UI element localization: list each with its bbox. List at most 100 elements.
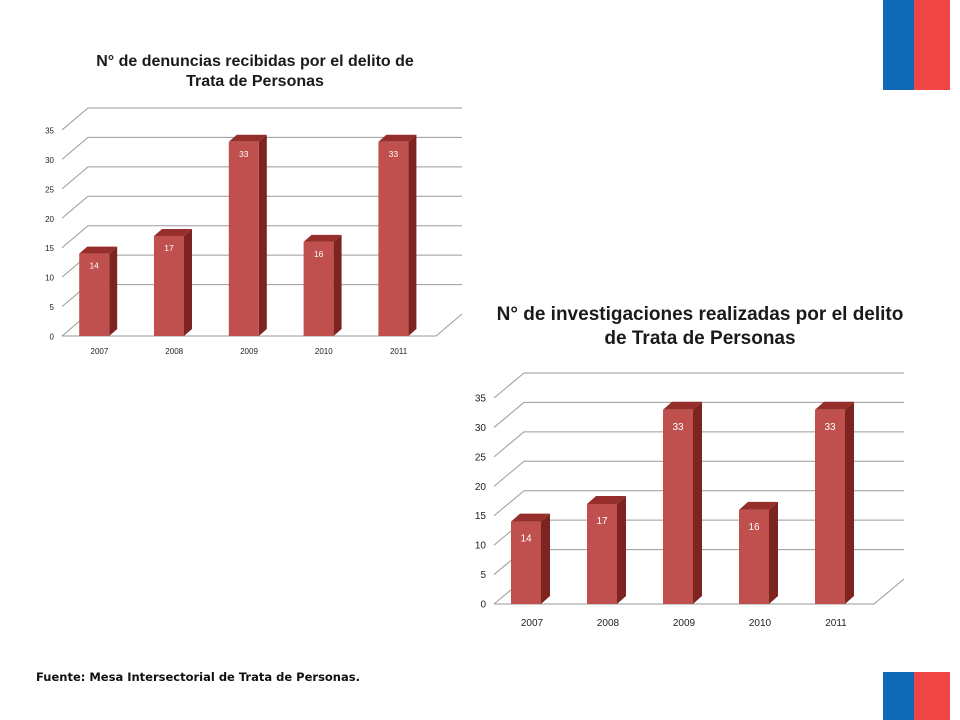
data-label: 14 (89, 261, 99, 271)
flag-logo-top (883, 0, 950, 90)
gridline (493, 401, 904, 428)
gridline (61, 136, 462, 160)
bar-side (693, 401, 702, 604)
bar-top (228, 134, 267, 142)
x-tick-label: 2010 (315, 347, 333, 356)
x-tick-label: 2009 (673, 618, 696, 629)
gridline (61, 107, 462, 131)
bar (378, 134, 417, 336)
y-tick-label: 0 (50, 333, 55, 342)
y-tick-label: 20 (475, 482, 487, 493)
bar-side (184, 228, 192, 336)
chart-denuncias: 0 5 10 15 20 25 30 35 14 2007 17 2008 33 2009 16 2010 33… (45, 107, 463, 356)
bar (511, 513, 550, 604)
x-tick-label: 2008 (165, 347, 183, 356)
bar (587, 495, 626, 604)
data-label: 17 (164, 243, 174, 253)
y-tick-label: 25 (475, 452, 487, 463)
y-tick-label: 10 (475, 541, 487, 552)
x-tick-label: 2011 (390, 347, 408, 356)
data-label: 33 (389, 149, 399, 159)
gridline (61, 225, 462, 249)
x-tick-label: 2008 (597, 618, 620, 629)
data-label: 16 (314, 249, 324, 259)
gridline (493, 372, 904, 399)
bar-top (378, 134, 417, 142)
gridline (493, 490, 904, 517)
bar-top (79, 246, 118, 254)
bar-top (815, 401, 854, 410)
bar-front (228, 141, 259, 336)
bar (79, 246, 118, 336)
x-tick-label: 2010 (749, 618, 772, 629)
bar (303, 234, 342, 336)
y-tick-label: 5 (50, 303, 55, 312)
y-tick-label: 20 (45, 215, 54, 224)
bar (228, 134, 267, 336)
gridline (61, 166, 462, 190)
bar-top (303, 234, 342, 242)
data-label: 33 (672, 422, 684, 433)
data-label: 33 (824, 422, 836, 433)
bar-front (154, 235, 184, 336)
bar (663, 401, 702, 604)
bar-front (303, 241, 334, 336)
bar (815, 401, 854, 604)
bar-front (79, 253, 110, 336)
y-tick-label: 30 (45, 156, 54, 165)
y-tick-label: 5 (480, 570, 486, 581)
data-label: 17 (596, 516, 608, 527)
x-tick-label: 2011 (825, 618, 847, 629)
bar-front (378, 141, 409, 336)
bar-front (587, 503, 617, 604)
bar-side (333, 234, 342, 336)
y-tick-label: 15 (475, 511, 487, 522)
data-label: 33 (239, 149, 249, 159)
x-tick-label: 2007 (521, 618, 544, 629)
x-tick-label: 2007 (91, 347, 109, 356)
bar-top (739, 501, 778, 510)
gridline (493, 431, 904, 458)
bar-side (408, 134, 417, 336)
y-tick-label: 0 (480, 600, 486, 611)
bar-front (663, 409, 693, 604)
y-tick-label: 15 (45, 244, 54, 253)
floor-edge (62, 313, 463, 337)
flag-red-stripe (914, 0, 950, 90)
y-tick-label: 25 (45, 185, 54, 194)
bar-side (109, 246, 118, 336)
flag-blue-stripe (883, 672, 914, 720)
bar-side (769, 501, 778, 604)
bar (739, 501, 778, 604)
bar-side (541, 513, 550, 604)
y-tick-label: 35 (475, 394, 487, 405)
bar-top (511, 513, 550, 522)
bar-side (845, 401, 854, 604)
bar (154, 228, 192, 336)
floor-edge (494, 578, 905, 605)
bar-top (663, 401, 702, 410)
bar-top (587, 495, 626, 504)
x-tick-label: 2009 (240, 347, 258, 356)
data-label: 16 (748, 522, 760, 533)
bar-side (617, 495, 626, 604)
y-tick-label: 35 (45, 127, 54, 136)
gridline (493, 460, 904, 487)
bar-front (511, 521, 541, 604)
chart-1-title: N° de denuncias recibidas por el delito … (96, 53, 414, 90)
flag-logo-bottom (883, 672, 950, 720)
bar-side (258, 134, 267, 336)
bar-front (739, 509, 769, 604)
source-note: Fuente: Mesa Intersectorial de Trata de … (36, 670, 360, 684)
flag-blue-stripe (883, 0, 914, 90)
y-tick-label: 10 (45, 274, 54, 283)
chart-investigaciones: 0 5 10 15 20 25 30 35 14 2007 17 2008 33 2009 16 2010 33… (475, 372, 905, 629)
gridline (61, 195, 462, 219)
chart-2-title: N° de investigaciones realizadas por el … (496, 304, 904, 349)
bar-top (154, 228, 192, 236)
bar-front (815, 409, 845, 604)
data-label: 14 (520, 534, 532, 545)
y-tick-label: 30 (475, 423, 487, 434)
flag-red-stripe (914, 672, 950, 720)
